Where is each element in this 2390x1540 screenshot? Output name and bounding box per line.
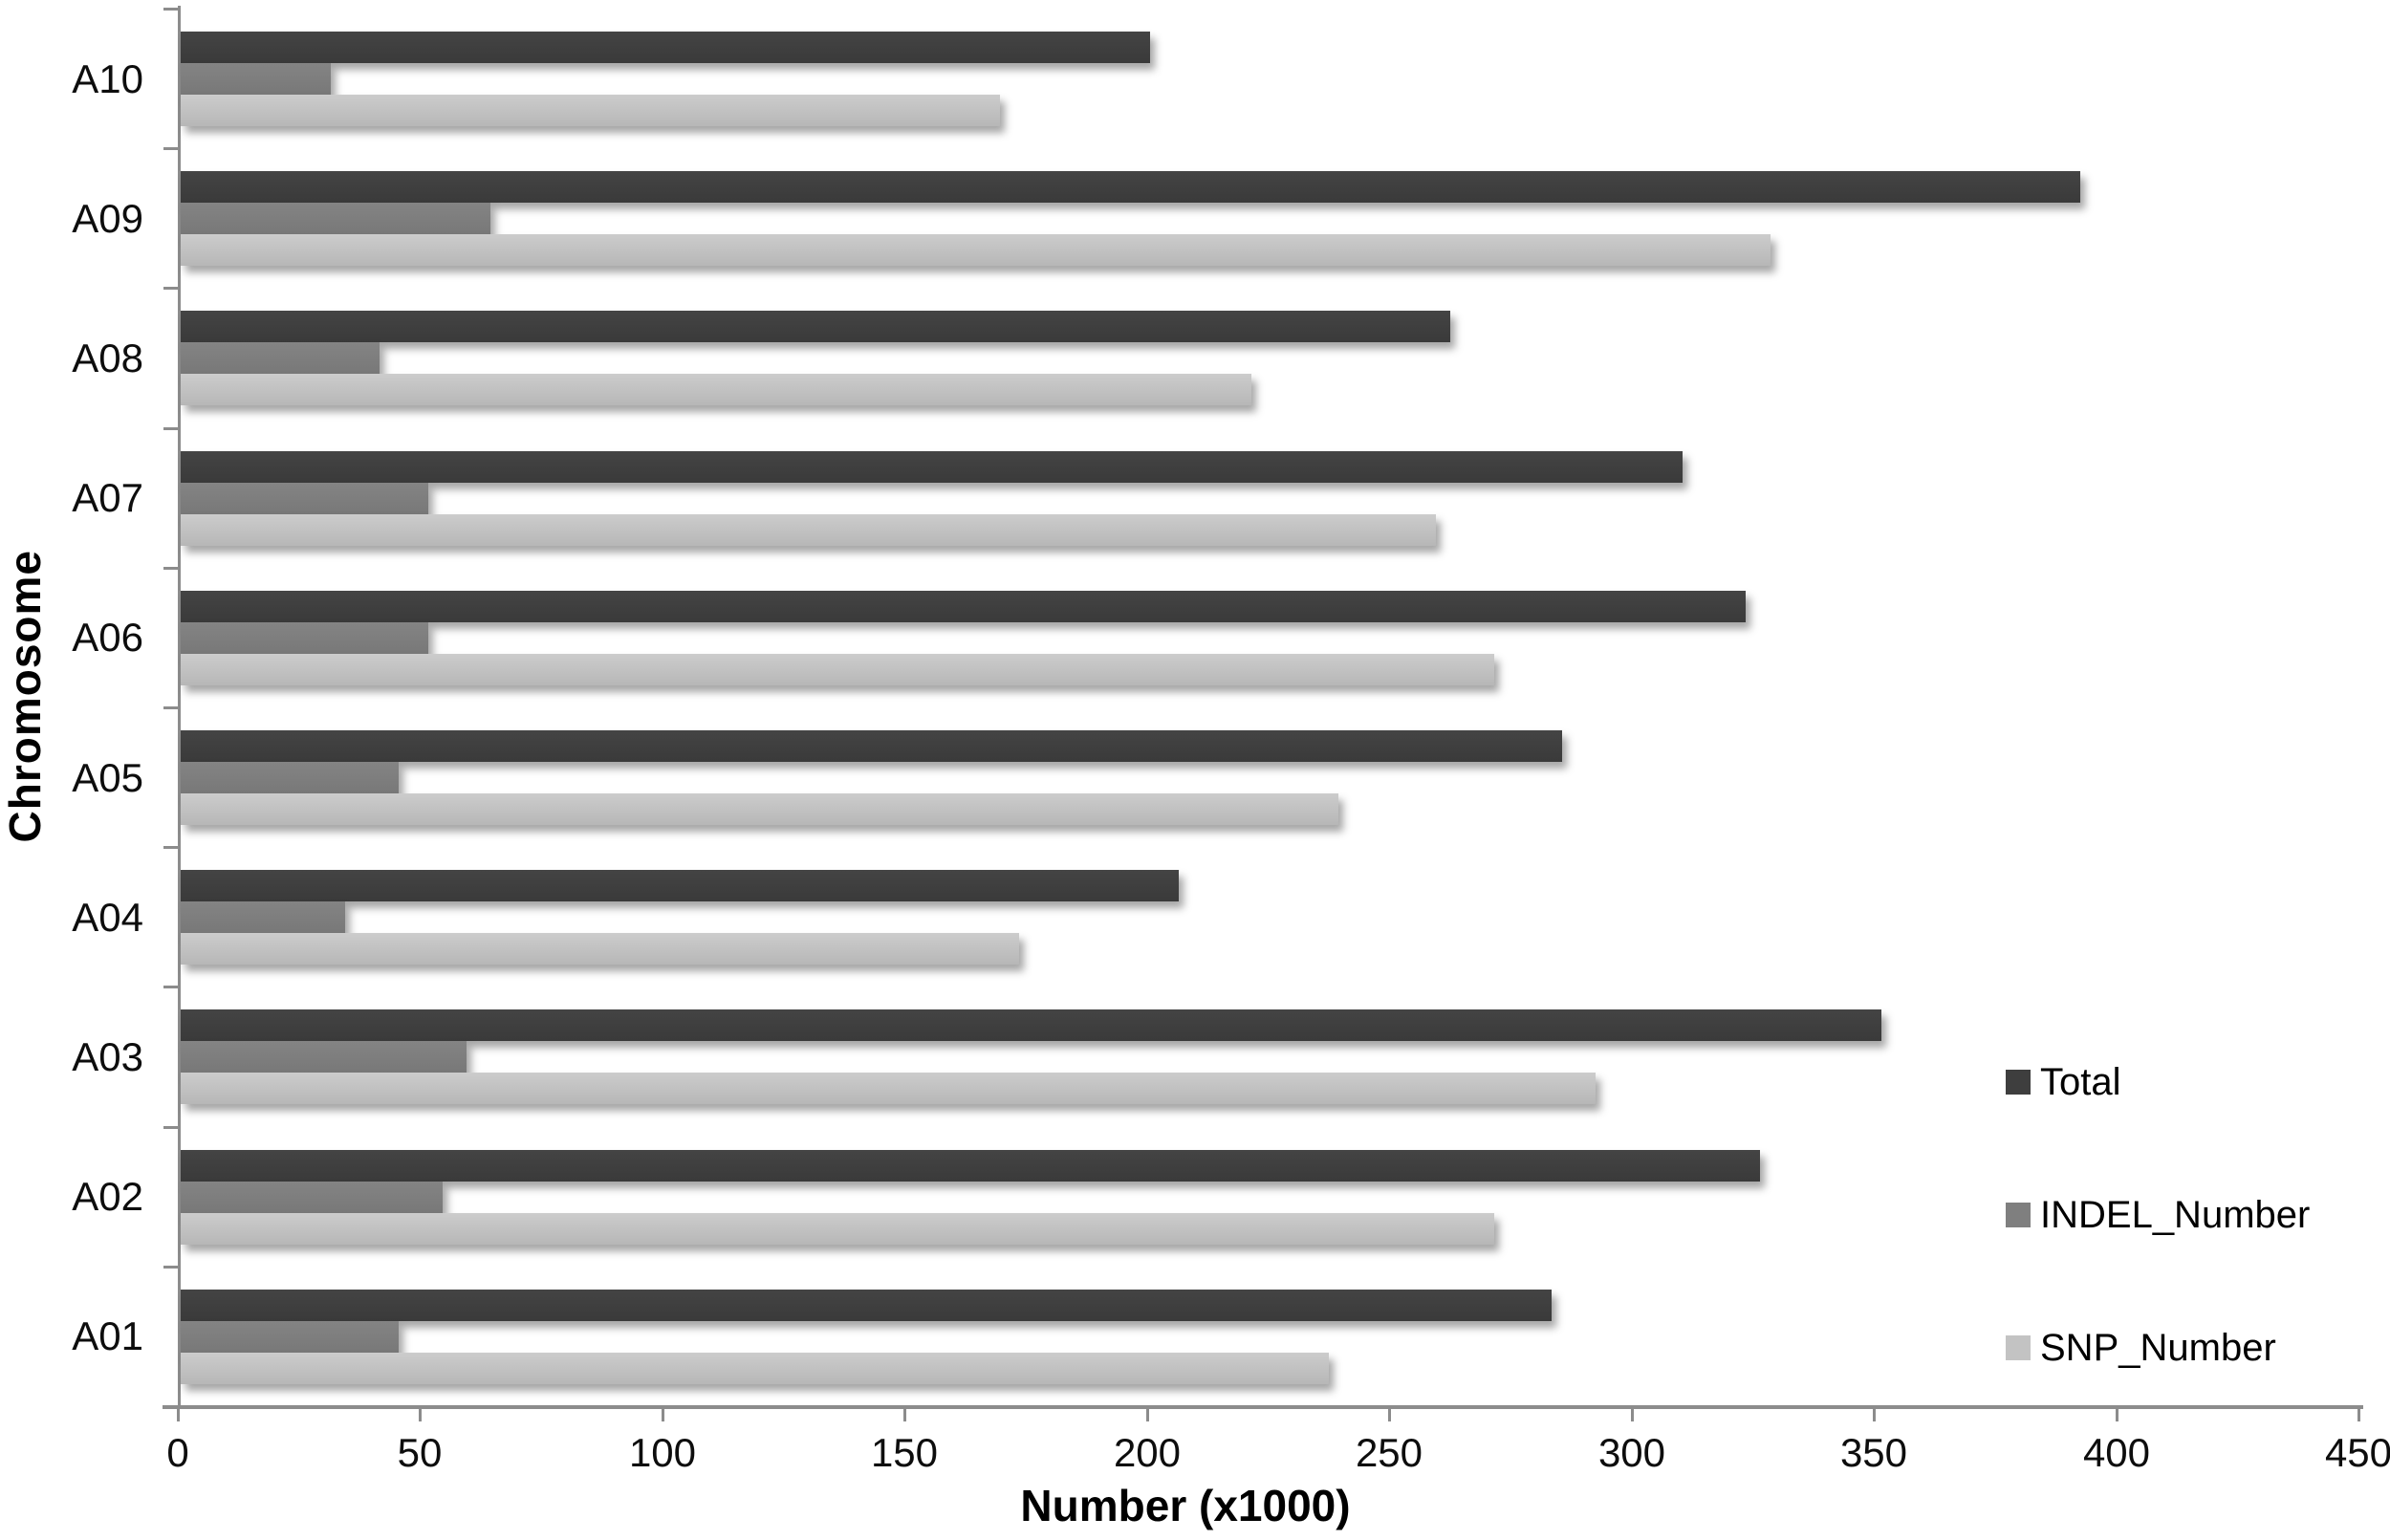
legend-label-total: Total (2040, 1060, 2121, 1103)
bar-snp_number-a09 (181, 234, 1771, 267)
bar-indel_number-a06 (181, 621, 428, 654)
category-label-a07: A07 (72, 475, 143, 521)
bar-indel_number-a01 (181, 1320, 399, 1353)
x-axis-tick-label: 300 (1597, 1430, 1666, 1475)
legend-label-snp: SNP_Number (2040, 1326, 2276, 1369)
x-axis-tick-label: 150 (870, 1430, 939, 1475)
x-axis-tick-label: 200 (1113, 1430, 1182, 1475)
x-axis-tick (1146, 1409, 1149, 1421)
legend-swatch-snp-icon (2006, 1335, 2031, 1360)
bar-indel_number-a07 (181, 482, 428, 514)
bar-total-a10 (181, 32, 1150, 63)
bar-snp_number-a02 (181, 1212, 1494, 1245)
bar-snp_number-a04 (181, 933, 1019, 965)
legend-label-indel: INDEL_Number (2040, 1193, 2311, 1236)
y-axis-tick (163, 8, 178, 11)
bar-snp_number-a06 (181, 653, 1494, 685)
category-label-a09: A09 (72, 195, 143, 241)
x-axis-tick (2116, 1409, 2118, 1421)
bar-total-a02 (181, 1149, 1760, 1182)
x-axis-tick-label: 400 (2082, 1430, 2151, 1475)
legend-swatch-total-icon (2006, 1070, 2031, 1095)
category-label-a04: A04 (72, 894, 143, 940)
x-axis-tick (1388, 1409, 1391, 1421)
y-axis-line (178, 6, 181, 1407)
bar-indel_number-a04 (181, 901, 345, 934)
y-axis-tick (163, 986, 178, 988)
bar-indel_number-a10 (181, 63, 331, 95)
category-label-a06: A06 (72, 615, 143, 661)
bar-indel_number-a08 (181, 342, 380, 375)
bar-snp_number-a05 (181, 793, 1338, 825)
bar-total-a07 (181, 450, 1683, 483)
bar-total-a04 (181, 870, 1179, 902)
bar-indel_number-a03 (181, 1041, 467, 1074)
bar-total-a06 (181, 590, 1746, 622)
legend-entry-total: Total (2006, 1057, 2310, 1107)
category-label-a08: A08 (72, 335, 143, 380)
bar-total-a01 (181, 1289, 1552, 1321)
bar-snp_number-a03 (181, 1073, 1596, 1105)
x-axis-tick-label: 350 (1839, 1430, 1908, 1475)
x-axis-line (163, 1405, 2363, 1409)
bar-indel_number-a09 (181, 203, 490, 235)
bar-indel_number-a02 (181, 1181, 443, 1213)
x-axis-tick-label: 100 (628, 1430, 697, 1475)
y-axis-tick (163, 1266, 178, 1269)
bar-snp_number-a08 (181, 374, 1251, 406)
bar-total-a08 (181, 311, 1450, 343)
bar-snp_number-a10 (181, 95, 1000, 126)
bar-total-a05 (181, 730, 1562, 762)
bar-snp_number-a07 (181, 513, 1436, 546)
y-axis-tick (163, 1126, 178, 1129)
x-axis-tick (1873, 1409, 1876, 1421)
bar-total-a09 (181, 171, 2080, 204)
x-axis-tick-label: 0 (166, 1430, 189, 1475)
bar-indel_number-a05 (181, 762, 399, 793)
category-label-a05: A05 (72, 754, 143, 800)
x-axis-tick-label: 50 (397, 1430, 443, 1475)
y-axis-tick (163, 147, 178, 150)
bar-snp_number-a01 (181, 1352, 1329, 1384)
category-label-a02: A02 (72, 1174, 143, 1220)
y-axis-tick (163, 287, 178, 290)
category-label-a10: A10 (72, 55, 143, 101)
x-axis-tick (1631, 1409, 1634, 1421)
x-axis-tick (662, 1409, 664, 1421)
y-axis-tick (163, 427, 178, 430)
legend-entry-snp: SNP_Number (2006, 1323, 2310, 1373)
x-axis-tick-label: 450 (2324, 1430, 2390, 1475)
x-axis-tick-label: 250 (1355, 1430, 1423, 1475)
y-axis-tick (163, 706, 178, 709)
legend-swatch-indel-icon (2006, 1203, 2031, 1227)
y-axis-tick (163, 846, 178, 849)
legend-entry-indel: INDEL_Number (2006, 1190, 2310, 1240)
x-axis-tick (177, 1409, 180, 1421)
x-axis-tick (419, 1409, 422, 1421)
x-axis-title: Number (x1000) (1020, 1481, 1351, 1530)
category-label-a03: A03 (72, 1033, 143, 1079)
y-axis-tick (163, 1405, 178, 1408)
x-axis-tick (903, 1409, 906, 1421)
x-axis-tick (2357, 1409, 2360, 1421)
category-label-a01: A01 (72, 1313, 143, 1359)
y-axis-tick (163, 567, 178, 570)
legend: Total INDEL_Number SNP_Number (2006, 1057, 2310, 1456)
bar-total-a03 (181, 1009, 1881, 1042)
